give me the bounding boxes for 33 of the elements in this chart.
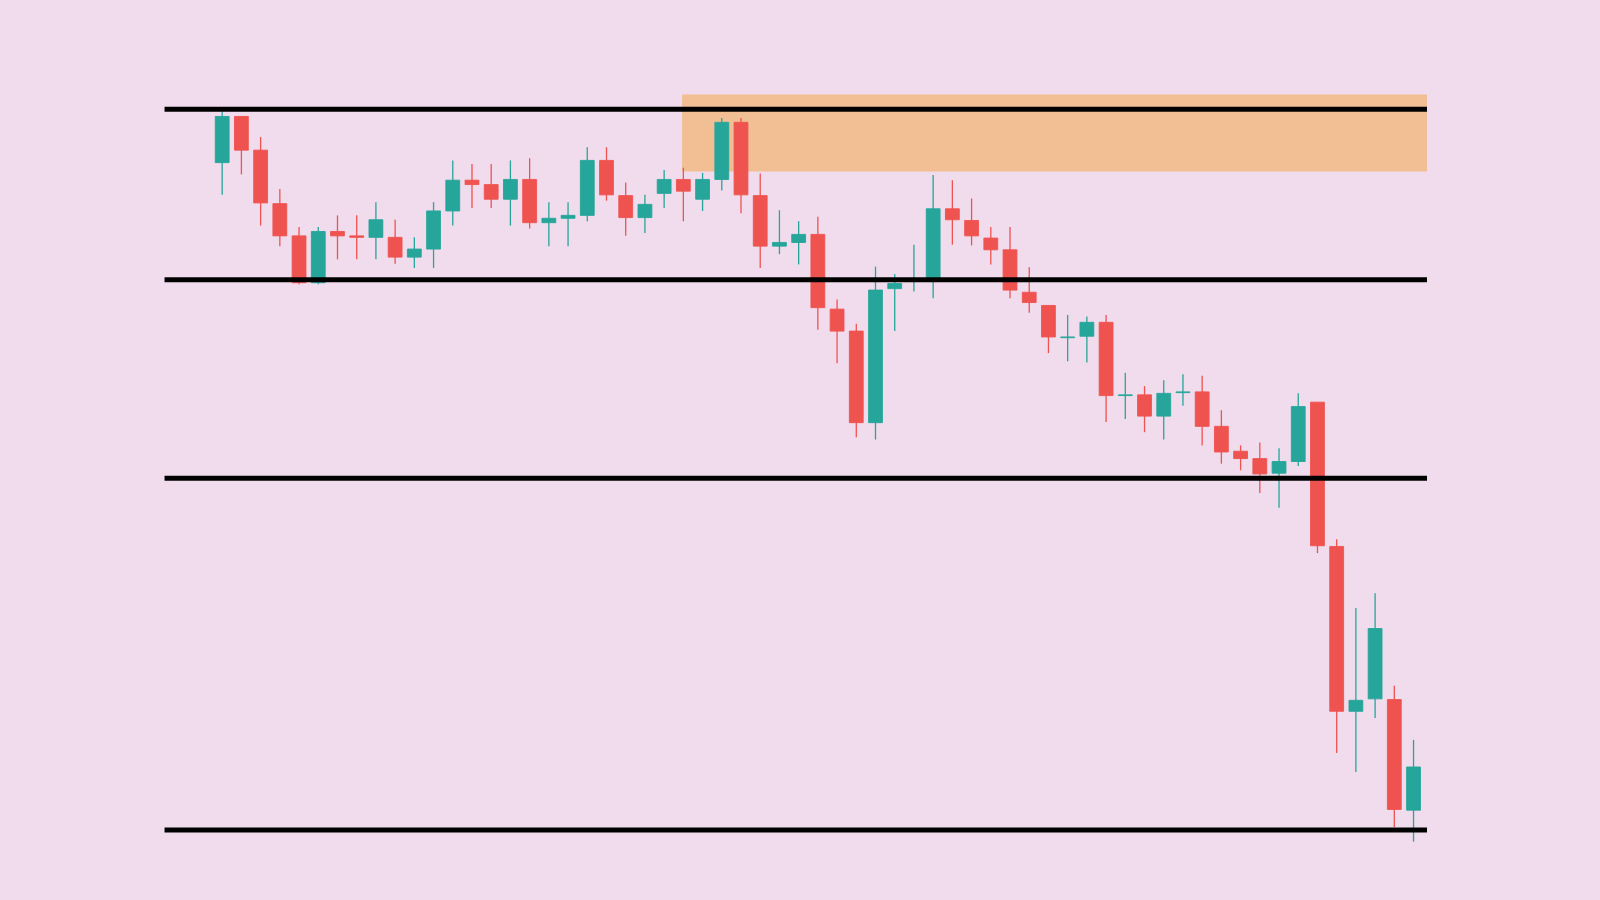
candlestick [1137, 385, 1152, 433]
candlestick [675, 167, 691, 222]
candlestick [695, 172, 710, 212]
candlestick [1156, 379, 1172, 441]
candlestick [829, 298, 845, 364]
candlestick [1021, 266, 1037, 314]
candlestick [387, 219, 403, 265]
candlestick [964, 197, 979, 247]
candlestick [983, 226, 999, 266]
candlestick [1271, 447, 1287, 509]
candlestick [656, 169, 672, 209]
candlestick [791, 220, 807, 266]
candlestick [887, 273, 903, 332]
candlestick [637, 194, 653, 234]
candlestick [1079, 315, 1095, 364]
candlestick [503, 159, 518, 227]
candlestick [1175, 373, 1191, 407]
candlestick [330, 214, 345, 260]
candlestick [541, 201, 557, 247]
candlestick [1117, 372, 1133, 420]
candlestick [464, 163, 480, 209]
candlestick [1233, 444, 1248, 471]
candlestick [406, 236, 422, 269]
candlestick [945, 179, 960, 246]
candlestick [349, 214, 365, 260]
candlestick [368, 201, 384, 260]
candlestick [618, 181, 634, 237]
candlestick [772, 209, 787, 255]
candlestick [1348, 607, 1364, 773]
candlestick [483, 163, 499, 209]
candlestick [1252, 441, 1268, 494]
candlestick [560, 201, 576, 247]
candlestick [1060, 314, 1076, 362]
